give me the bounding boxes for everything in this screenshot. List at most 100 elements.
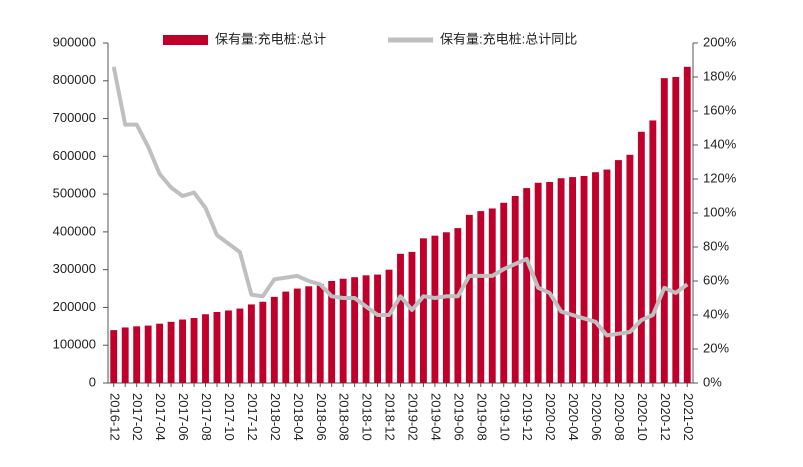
bar bbox=[420, 238, 427, 383]
bar bbox=[660, 78, 668, 383]
bar bbox=[316, 284, 324, 383]
bar bbox=[683, 66, 691, 384]
bar bbox=[454, 228, 462, 383]
y-tick-label: 200000 bbox=[53, 299, 96, 314]
bar bbox=[362, 275, 370, 383]
bar bbox=[580, 175, 588, 383]
bar bbox=[328, 281, 336, 383]
y2-tick-label: 80% bbox=[703, 238, 729, 253]
y2-tick-label: 200% bbox=[703, 34, 737, 49]
legend-label: 保有量:充电桩:总计 bbox=[215, 31, 326, 46]
bar bbox=[213, 311, 221, 383]
line bbox=[111, 66, 689, 338]
y-tick-label: 800000 bbox=[53, 72, 96, 87]
bar bbox=[637, 131, 645, 383]
y2-tick-label: 20% bbox=[703, 340, 729, 355]
y2-tick-label: 0% bbox=[703, 374, 722, 389]
x-tick-label: 2016-12 bbox=[107, 393, 122, 441]
bar bbox=[110, 330, 118, 383]
y2-tick-label: 120% bbox=[703, 170, 737, 185]
x-tick-label: 2020-02 bbox=[543, 393, 558, 441]
bar bbox=[282, 291, 290, 383]
bar bbox=[374, 274, 381, 383]
bar bbox=[408, 251, 416, 383]
y2-tick-label: 40% bbox=[703, 306, 729, 321]
y2-tick-label: 140% bbox=[703, 136, 737, 151]
y-tick-label: 300000 bbox=[53, 261, 96, 276]
bar bbox=[305, 286, 313, 383]
bar bbox=[477, 211, 485, 383]
x-tick-label: 2018-12 bbox=[383, 393, 398, 441]
x-tick-label: 2017-04 bbox=[153, 393, 168, 441]
bar bbox=[202, 314, 209, 383]
y2-tick-label: 180% bbox=[703, 68, 737, 83]
y-tick-label: 100000 bbox=[53, 337, 96, 352]
x-tick-label: 2017-08 bbox=[199, 393, 214, 441]
x-tick-label: 2020-04 bbox=[566, 393, 581, 441]
bar bbox=[190, 318, 198, 383]
x-tick-label: 2018-10 bbox=[360, 393, 375, 441]
x-tick-label: 2020-12 bbox=[658, 393, 673, 441]
x-tick-label: 2017-02 bbox=[130, 393, 145, 441]
bar bbox=[293, 288, 301, 383]
bar bbox=[236, 308, 244, 383]
bar bbox=[144, 325, 152, 383]
bar bbox=[615, 160, 622, 383]
bar bbox=[121, 327, 129, 383]
x-tick-label: 2019-12 bbox=[520, 393, 535, 441]
x-tick-label: 2017-10 bbox=[222, 393, 237, 441]
y-tick-label: 900000 bbox=[53, 34, 96, 49]
x-tick-label: 2020-10 bbox=[635, 393, 650, 441]
x-tick-label: 2017-06 bbox=[176, 393, 191, 441]
x-tick-label: 2018-06 bbox=[314, 393, 329, 441]
y2-tick-label: 60% bbox=[703, 272, 729, 287]
y2-tick-label: 160% bbox=[703, 102, 737, 117]
bar bbox=[385, 269, 393, 383]
y-tick-label: 500000 bbox=[53, 186, 96, 201]
x-tick-label: 2019-06 bbox=[451, 393, 466, 441]
x-tick-label: 2021-02 bbox=[681, 393, 696, 441]
bar bbox=[431, 235, 439, 383]
x-tick-label: 2019-10 bbox=[497, 393, 512, 441]
bar bbox=[442, 232, 450, 383]
bar bbox=[339, 278, 347, 383]
y2-tick-label: 100% bbox=[703, 204, 737, 219]
bar bbox=[523, 188, 531, 383]
bar bbox=[247, 304, 255, 383]
bar bbox=[133, 326, 141, 383]
bar bbox=[225, 310, 232, 383]
x-tick-label: 2018-02 bbox=[268, 393, 283, 441]
bar bbox=[465, 214, 473, 383]
bar bbox=[397, 253, 404, 383]
legend-swatch bbox=[163, 35, 208, 45]
bar bbox=[649, 120, 657, 383]
x-tick-label: 2018-08 bbox=[337, 393, 352, 441]
y-tick-label: 600000 bbox=[53, 148, 96, 163]
y-tick-label: 0 bbox=[89, 374, 96, 389]
bar bbox=[270, 296, 278, 383]
bar bbox=[511, 196, 519, 383]
bar bbox=[569, 177, 576, 383]
bar bbox=[500, 202, 508, 383]
x-tick-label: 2017-12 bbox=[245, 393, 260, 441]
bar bbox=[557, 178, 565, 383]
bar bbox=[167, 321, 175, 383]
legend-label: 保有量:充电桩:总计同比 bbox=[440, 31, 577, 46]
bar bbox=[156, 323, 164, 383]
y-tick-label: 400000 bbox=[53, 223, 96, 238]
bar bbox=[351, 277, 359, 383]
x-tick-label: 2019-04 bbox=[428, 393, 443, 441]
x-tick-label: 2020-08 bbox=[612, 393, 627, 441]
y-tick-label: 700000 bbox=[53, 110, 96, 125]
bar bbox=[592, 172, 599, 383]
x-tick-label: 2019-02 bbox=[406, 393, 421, 441]
bar bbox=[672, 77, 680, 383]
bar bbox=[488, 208, 496, 383]
x-tick-label: 2020-06 bbox=[589, 393, 604, 441]
x-tick-label: 2018-04 bbox=[291, 393, 306, 441]
bar bbox=[626, 154, 634, 383]
bar bbox=[603, 169, 611, 383]
bar bbox=[546, 182, 554, 383]
x-tick-label: 2019-08 bbox=[474, 393, 489, 441]
